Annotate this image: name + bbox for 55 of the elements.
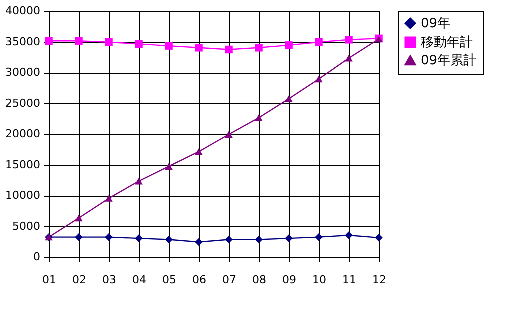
point: [135, 40, 143, 48]
y-tick-label: 20000: [6, 128, 40, 140]
point: [255, 236, 263, 244]
x-tick-label: 02: [72, 274, 86, 286]
point: [315, 233, 323, 242]
point: [285, 96, 293, 102]
point: [315, 38, 323, 46]
point: [285, 234, 293, 242]
y-tick-label: 30000: [6, 66, 40, 79]
y-tick-label: 35000: [6, 35, 40, 48]
x-tick-label: 05: [162, 274, 176, 286]
x-tick-label: 12: [372, 274, 386, 286]
point: [135, 234, 143, 242]
point: [105, 38, 113, 46]
point: [165, 236, 173, 244]
point: [255, 114, 263, 122]
point: [195, 238, 203, 246]
point: [375, 234, 383, 242]
point: [105, 195, 113, 202]
point: [225, 46, 233, 54]
x-tick-label: 01: [42, 274, 56, 286]
point: [315, 76, 323, 83]
point: [345, 55, 353, 62]
x-tick-label: 10: [312, 274, 326, 286]
x-tick-label: 04: [132, 274, 146, 286]
y-tick-label: 0: [34, 250, 40, 264]
point: [195, 148, 203, 156]
x-tick-label: 06: [192, 274, 206, 286]
point: [225, 131, 233, 138]
point: [195, 44, 203, 52]
point: [345, 232, 353, 240]
point: [225, 236, 233, 244]
point: [165, 163, 173, 170]
x-tick-label: 03: [102, 274, 116, 286]
x-tick-label: 09: [282, 274, 296, 286]
y-tick-label: 25000: [6, 96, 40, 110]
x-tick-label: 08: [252, 274, 266, 286]
x-tick-label: 07: [222, 274, 236, 286]
point: [135, 178, 143, 185]
point: [255, 44, 263, 52]
point: [285, 42, 293, 50]
point: [165, 42, 173, 50]
legend-label: 移動年計: [421, 36, 473, 50]
point: [75, 37, 83, 46]
point: [345, 36, 353, 44]
point: [75, 214, 83, 222]
y-tick-label: 5000: [12, 220, 40, 233]
point: [75, 233, 83, 242]
y-tick-label: 15000: [6, 158, 40, 172]
point: [105, 233, 113, 242]
x-tick-label: 11: [342, 274, 356, 286]
legend-label: 09年: [421, 16, 451, 32]
y-tick-label: 40000: [6, 4, 40, 18]
y-tick-label: 10000: [6, 189, 40, 202]
legend-label: 09年累計: [421, 54, 477, 68]
